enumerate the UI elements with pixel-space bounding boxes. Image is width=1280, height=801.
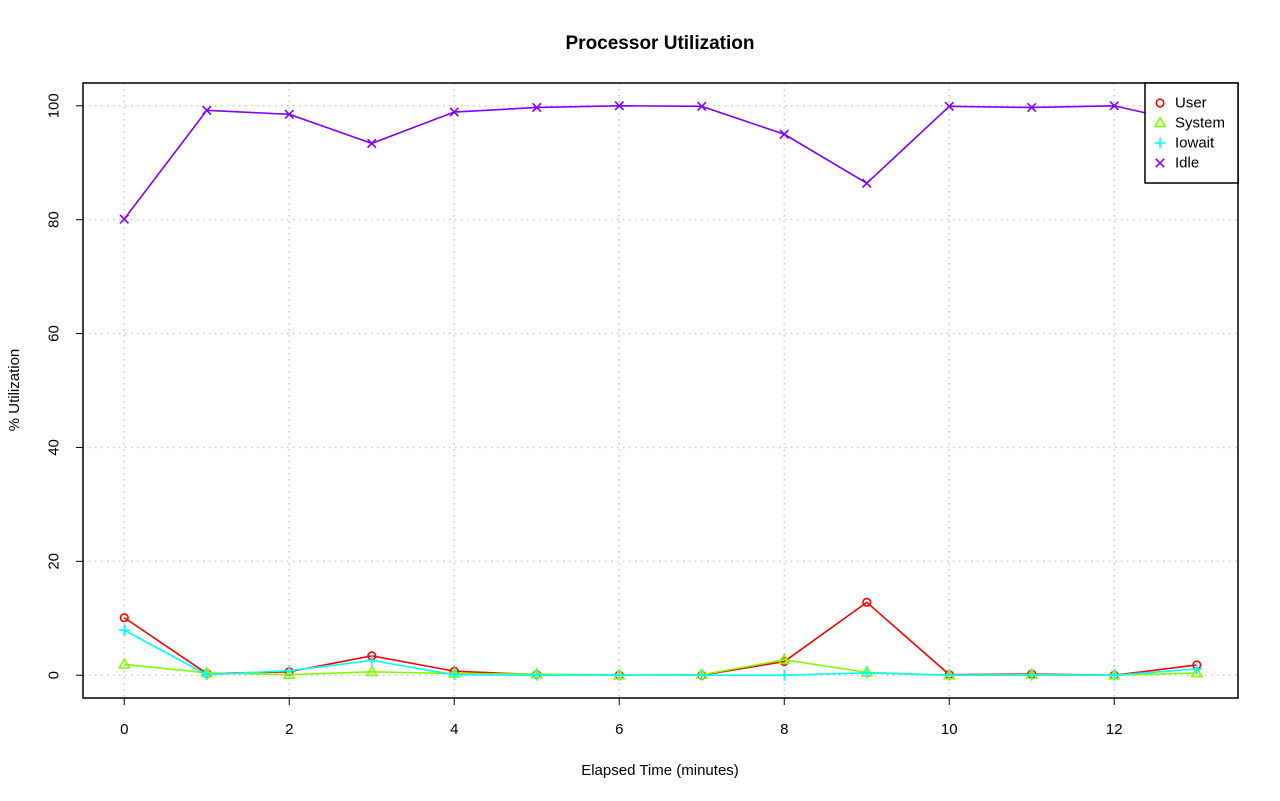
x-tick-label: 2 [285, 721, 293, 738]
series-line-user [123, 601, 1197, 677]
y-axis: 0 20 40 60 80 100 [46, 93, 83, 679]
data-point-idle [696, 101, 707, 112]
data-point-idle [861, 178, 872, 188]
data-point-iowait [1191, 663, 1203, 675]
grid-lines [83, 83, 1238, 698]
data-point-iowait [861, 667, 873, 679]
data-point-system [117, 657, 131, 669]
series-layer [117, 101, 1204, 681]
y-tick-label: 60 [46, 325, 63, 342]
y-tick-label: 0 [46, 671, 63, 679]
legend-label-iowait: Iowait [1175, 135, 1215, 152]
x-tick-label: 12 [1106, 721, 1123, 738]
data-point-idle [1026, 102, 1037, 113]
legend-label-system: System [1175, 115, 1225, 132]
data-point-system [282, 667, 296, 680]
series-line-iowait [123, 629, 1197, 677]
x-axis: 0 2 4 6 8 10 12 [120, 698, 1123, 738]
legend-marker-system [1153, 116, 1167, 128]
data-point-idle [449, 107, 460, 117]
y-axis-label: % Utilization [6, 349, 23, 432]
data-point-user [119, 613, 129, 623]
legend-marker-user [1155, 98, 1165, 108]
data-point-idle [531, 102, 542, 113]
data-point-iowait [778, 669, 790, 681]
data-point-idle [366, 138, 377, 149]
x-tick-label: 10 [941, 721, 958, 738]
data-point-user [862, 597, 872, 607]
data-point-idle [944, 101, 955, 112]
data-point-iowait [366, 654, 378, 666]
data-point-system [1190, 666, 1204, 678]
data-point-iowait [613, 669, 625, 681]
data-point-system [365, 664, 379, 677]
series-user [119, 597, 1202, 680]
legend-marker-idle [1155, 158, 1165, 168]
x-tick-label: 4 [450, 721, 458, 738]
data-point-idle [1109, 101, 1120, 111]
legend-label-user: User [1175, 95, 1207, 112]
data-point-iowait [118, 624, 130, 636]
series-iowait [118, 624, 1203, 681]
legend-label-idle: Idle [1175, 155, 1199, 172]
data-point-iowait [696, 669, 708, 681]
x-axis-label: Elapsed Time (minutes) [581, 762, 739, 779]
data-point-idle [779, 129, 790, 140]
legend: User System Iowait Idle [1144, 82, 1239, 184]
y-tick-label: 40 [46, 439, 63, 456]
data-point-system [777, 653, 791, 665]
x-tick-label: 8 [780, 721, 788, 738]
data-point-iowait [448, 669, 460, 681]
data-point-iowait [283, 665, 295, 677]
data-point-idle [284, 109, 295, 120]
chart-title: Processor Utilization [566, 33, 755, 54]
plot-frame [82, 82, 1239, 699]
data-point-idle [201, 105, 212, 116]
y-tick-label: 100 [46, 93, 63, 118]
data-point-iowait [943, 669, 955, 681]
y-tick-label: 20 [46, 553, 63, 570]
data-point-iowait [1026, 669, 1038, 681]
data-point-idle [119, 214, 130, 224]
data-point-iowait [201, 669, 213, 681]
x-tick-label: 0 [120, 721, 128, 738]
data-point-iowait [1108, 669, 1120, 681]
x-tick-label: 6 [615, 721, 623, 738]
y-tick-label: 80 [46, 211, 63, 228]
series-line-idle [123, 104, 1197, 220]
legend-marker-iowait [1154, 137, 1166, 149]
series-idle [119, 101, 1202, 224]
data-point-idle [614, 101, 625, 111]
data-point-iowait [531, 669, 543, 681]
